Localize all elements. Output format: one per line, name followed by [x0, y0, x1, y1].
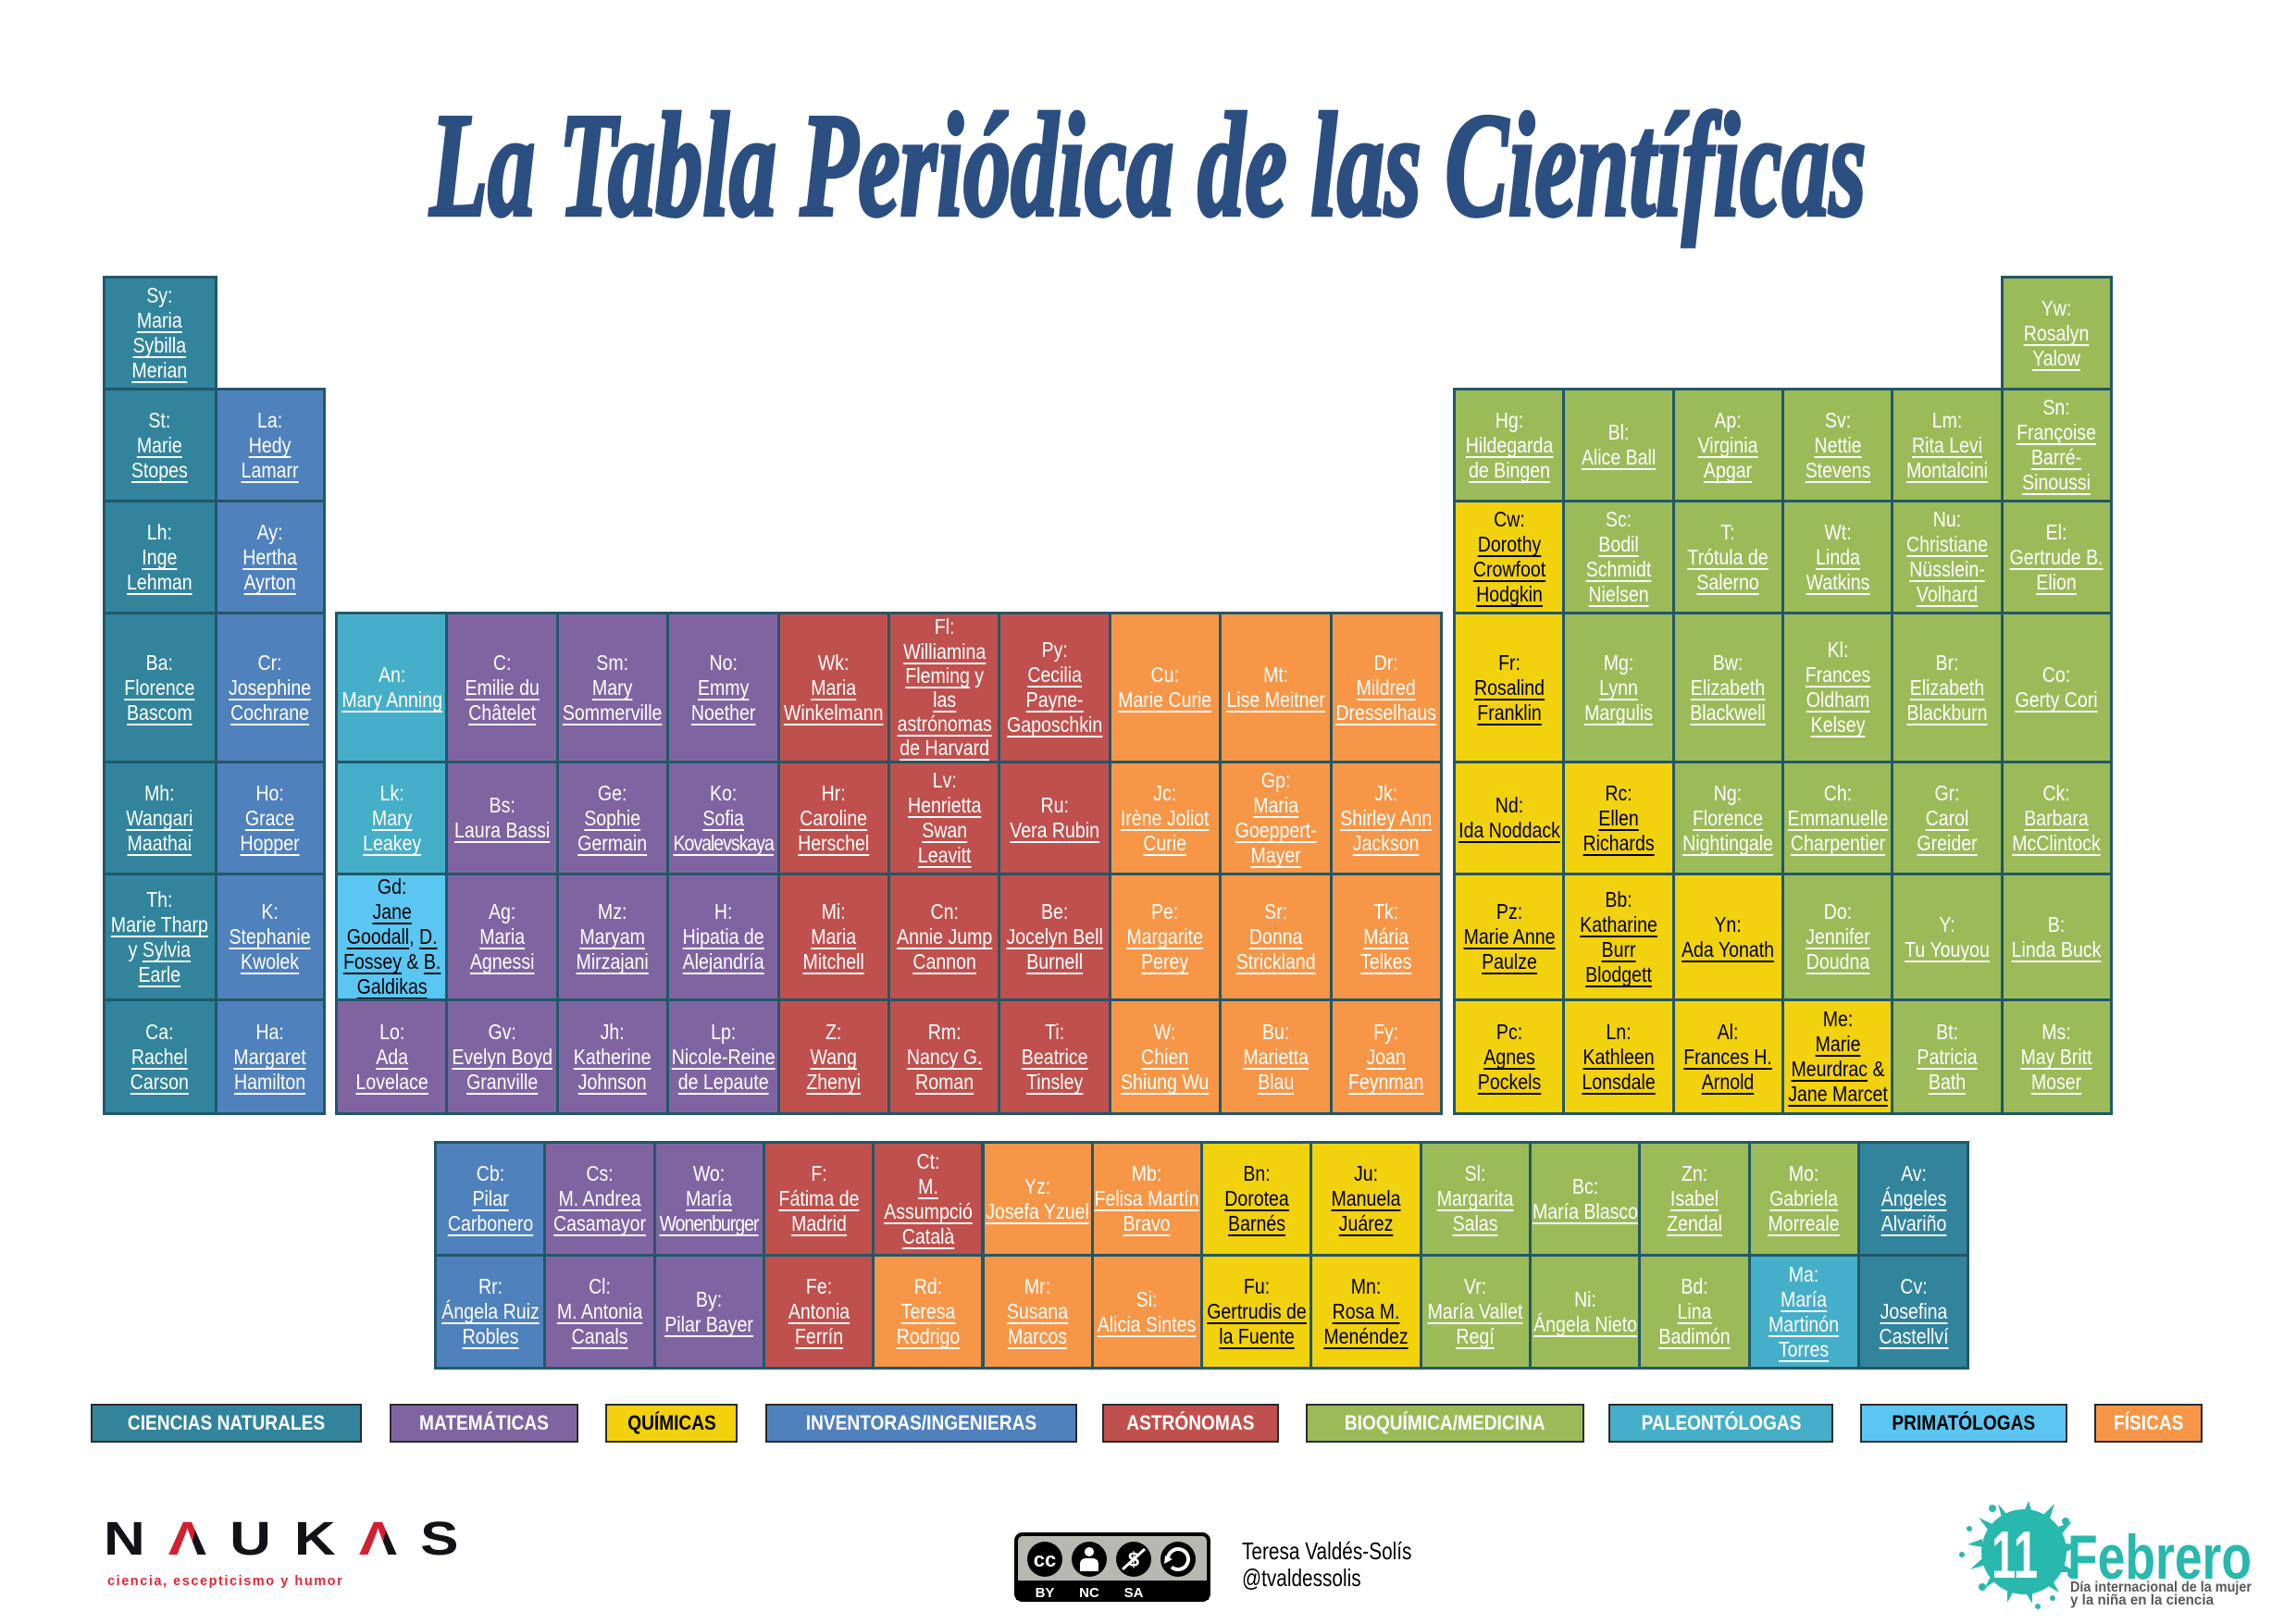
svg-text:Día internacional de la mujer: Día internacional de la mujer	[2070, 1580, 2252, 1595]
svg-text:cc: cc	[1034, 1548, 1056, 1571]
svg-text:Febrero: Febrero	[2067, 1522, 2252, 1593]
svg-text:NC: NC	[1079, 1585, 1099, 1601]
svg-text:BY: BY	[1036, 1585, 1055, 1601]
svg-text:SA: SA	[1124, 1585, 1144, 1601]
svg-text:11: 11	[1992, 1519, 2038, 1593]
svg-text:y la niña en la ciencia: y la niña en la ciencia	[2070, 1593, 2214, 1608]
